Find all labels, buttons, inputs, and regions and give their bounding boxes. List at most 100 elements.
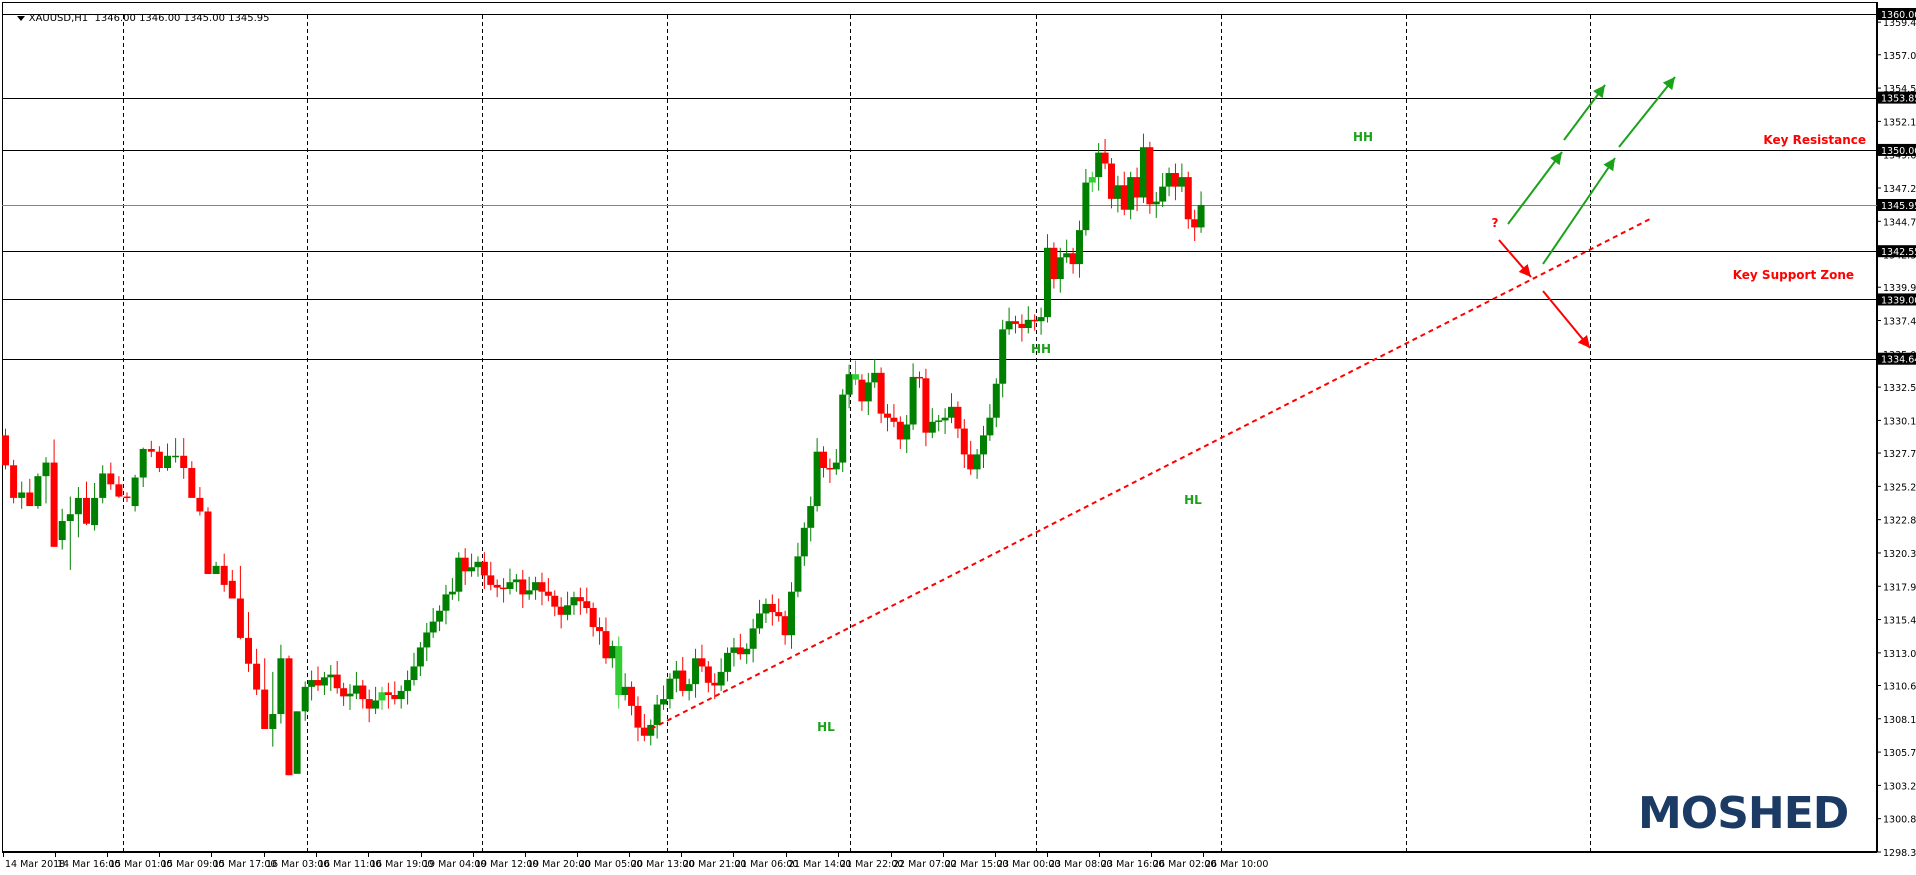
candle-body (979, 435, 987, 455)
candle-body (788, 591, 796, 636)
candle-body (1024, 319, 1032, 328)
candle-body (1005, 321, 1013, 330)
candle-body (1114, 185, 1122, 199)
price-tick-label: 1357.00 (1883, 51, 1916, 62)
candle-body (608, 646, 616, 659)
price-tick-label: 1325.25 (1883, 482, 1916, 493)
candle-body (301, 686, 309, 712)
candle-body (519, 579, 527, 595)
candle-body (557, 606, 565, 615)
candle-body (743, 648, 751, 655)
candle-body (461, 557, 469, 572)
candle-body (852, 374, 860, 380)
time-tick-label: 19 Mar 20:00 (527, 859, 590, 870)
candle-body (410, 666, 418, 681)
price-level-tag[interactable] (1878, 245, 1916, 258)
candle-body (269, 714, 277, 729)
candle-body (813, 451, 821, 507)
candle-body (935, 420, 943, 422)
candle-body (58, 521, 66, 541)
candle-body (1050, 247, 1058, 280)
candle-body (1178, 177, 1186, 187)
candle-body (1120, 185, 1128, 210)
candle-body (1165, 173, 1173, 187)
candle-body (916, 376, 924, 379)
candle-body (1088, 177, 1096, 183)
candle-body (596, 627, 604, 632)
price-axis[interactable]: 1359.40 1357.00 1354.55 1352.10 1349.65 1347.… (1877, 2, 1916, 859)
hh-label: HH (1031, 342, 1051, 356)
candle-body (909, 376, 917, 425)
hl-label: HL (1184, 493, 1202, 507)
candle-body (615, 646, 623, 696)
candle-body (91, 497, 99, 526)
price-tick-label: 1308.15 (1883, 715, 1916, 726)
candle-body (493, 584, 501, 588)
candle-body (378, 692, 386, 701)
symbol-header[interactable]: XAUUSD,H1 1346.00 1346.00 1345.00 1345.9… (4, 2, 269, 35)
candle-body (884, 413, 892, 418)
dropdown-triangle-icon[interactable] (16, 15, 25, 21)
price-level-tag[interactable] (1878, 91, 1916, 104)
candle-body (903, 424, 911, 440)
candle-body (164, 455, 171, 469)
candle-body (139, 448, 147, 478)
moshed-logo: MOSHED (1638, 788, 1849, 839)
candle-body (261, 689, 269, 729)
candle-body (512, 579, 520, 583)
time-tick-label: 22 Mar 15:00 (945, 859, 1008, 870)
time-tick-label: 19 Mar 04:00 (423, 859, 486, 870)
candle-body (1018, 323, 1026, 328)
symbol-name: XAUUSD,H1 (28, 13, 89, 24)
candle-body (204, 511, 212, 575)
candle-body (1127, 177, 1135, 210)
price-tick-label: 1315.45 (1883, 616, 1916, 627)
candle-body (1107, 163, 1115, 199)
candle-body (954, 406, 962, 429)
price-level-tag[interactable] (1878, 8, 1916, 20)
candle-body (1171, 173, 1179, 187)
price-tick-label: 1317.90 (1883, 582, 1916, 593)
price-level-tag-text: 1360.00 (1881, 10, 1916, 21)
candle-body (188, 468, 196, 498)
price-tick-label: 1310.60 (1883, 681, 1916, 692)
candle-body (1095, 152, 1103, 178)
candle-body (794, 556, 802, 592)
candle-body (986, 417, 994, 436)
arrow-down (1542, 290, 1591, 349)
candle-body (1197, 204, 1205, 228)
candle-body (429, 621, 437, 633)
candle-body (826, 468, 834, 470)
candle-body (212, 565, 220, 575)
candle-body (1043, 247, 1051, 318)
candle-body (564, 605, 572, 615)
candle-body (308, 680, 316, 687)
candle-body (352, 685, 360, 694)
candle-body (397, 690, 405, 700)
price-level-tag-text: 1350.00 (1881, 146, 1916, 157)
price-level-tag[interactable] (1878, 293, 1916, 306)
price-tick-label: 1300.80 (1883, 815, 1916, 826)
candle-body (717, 671, 725, 686)
key-resistance-label: Key Resistance (1763, 133, 1866, 147)
price-level-tag[interactable] (1878, 198, 1916, 211)
price-tick-label: 1347.20 (1883, 184, 1916, 195)
candle-body (800, 527, 808, 557)
time-tick-label: 15 Mar 09:00 (161, 859, 224, 870)
candle-body (532, 582, 540, 591)
price-level-tag[interactable] (1878, 143, 1916, 156)
price-level-tag[interactable] (1878, 352, 1916, 365)
candle-body (1037, 317, 1045, 322)
candle-body (1069, 253, 1077, 265)
candle-body (666, 678, 674, 700)
candle-body (500, 587, 508, 590)
candle-body (455, 557, 463, 592)
hh-label: HH (1353, 130, 1373, 144)
candle-body (756, 613, 764, 629)
candle-body (685, 684, 693, 691)
candle-body (762, 603, 770, 614)
candle-body (320, 677, 328, 686)
